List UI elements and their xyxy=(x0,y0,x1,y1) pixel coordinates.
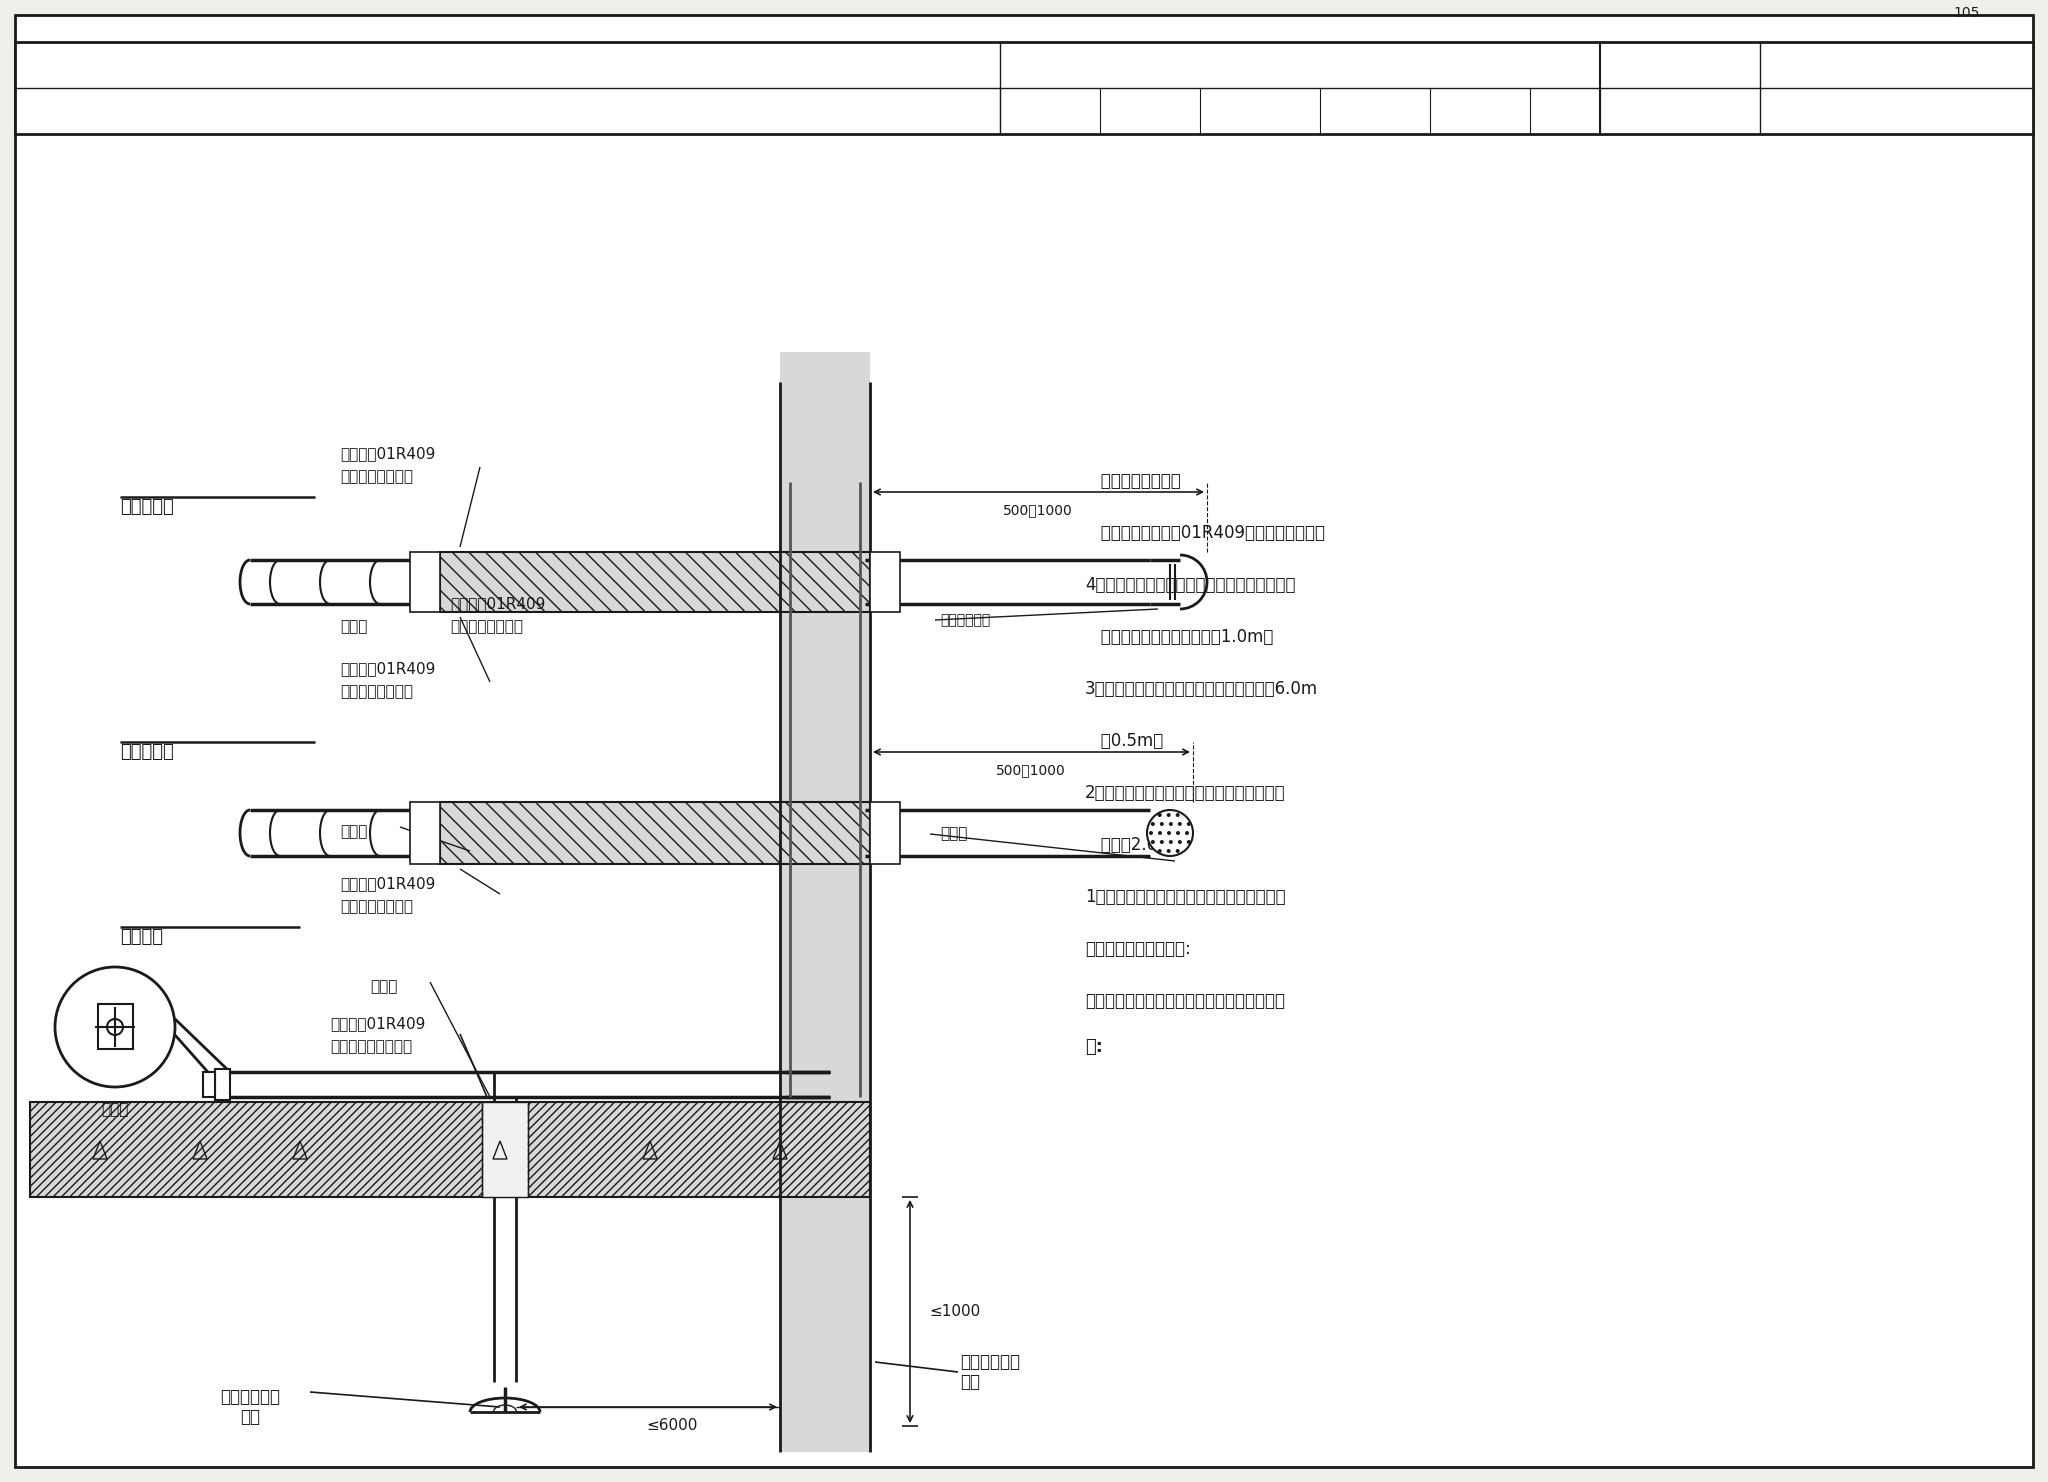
Text: 500～1000: 500～1000 xyxy=(995,763,1065,777)
Bar xyxy=(14,41,2034,133)
Text: 与排气管配套: 与排气管配套 xyxy=(219,1389,281,1406)
Text: 真空泵: 真空泵 xyxy=(100,1103,129,1117)
Text: 3、垂直安装的排气管，排风口高出半径为6.0m: 3、垂直安装的排气管，排风口高出半径为6.0m xyxy=(1085,680,1319,698)
Circle shape xyxy=(1157,814,1161,817)
Circle shape xyxy=(1167,831,1171,834)
Text: 排风口可以采用屋顶排风或侧墙排风，排风口: 排风口可以采用屋顶排风或侧墙排风，排风口 xyxy=(1085,991,1284,1011)
Text: 参见图集01R409: 参见图集01R409 xyxy=(340,661,436,676)
Circle shape xyxy=(55,966,174,1086)
Circle shape xyxy=(1157,831,1161,834)
Text: 图集号: 图集号 xyxy=(1667,93,1692,107)
Text: 的设置应符合下列要求:: 的设置应符合下列要求: xyxy=(1085,940,1190,957)
Text: 排气管: 排气管 xyxy=(340,824,367,839)
Text: 参见图集01R409: 参见图集01R409 xyxy=(330,1017,426,1031)
Text: 柔性穿墙防水做法: 柔性穿墙防水做法 xyxy=(340,900,414,914)
Circle shape xyxy=(1169,840,1174,845)
Text: 排风口的安装: 排风口的安装 xyxy=(815,76,899,99)
Text: 于0.5m。: 于0.5m。 xyxy=(1085,732,1163,750)
Circle shape xyxy=(1178,840,1182,845)
Text: 设计: 设计 xyxy=(1458,105,1473,117)
Circle shape xyxy=(1188,840,1190,845)
Text: ≤1000: ≤1000 xyxy=(930,1304,981,1319)
Circle shape xyxy=(106,1020,123,1034)
Text: 侧墙排风二: 侧墙排风二 xyxy=(121,498,174,516)
Circle shape xyxy=(1151,823,1155,825)
Text: 风帽: 风帽 xyxy=(961,1372,981,1392)
Circle shape xyxy=(1167,814,1171,817)
Circle shape xyxy=(1186,831,1190,834)
Circle shape xyxy=(1149,831,1153,834)
Circle shape xyxy=(1151,840,1155,845)
Text: 03K501-1: 03K501-1 xyxy=(1847,90,1944,110)
Circle shape xyxy=(1157,849,1161,854)
Circle shape xyxy=(1159,840,1163,845)
Text: 2、水平安装的排气管，排风口伸出墙面不少: 2、水平安装的排气管，排风口伸出墙面不少 xyxy=(1085,784,1286,802)
Text: 参见图集01R409: 参见图集01R409 xyxy=(340,876,436,892)
Text: 胡卫卫: 胡卫卫 xyxy=(1135,105,1157,117)
Text: 风帽: 风帽 xyxy=(240,1408,260,1426)
Circle shape xyxy=(1176,814,1180,817)
Text: 戴海洋: 戴海洋 xyxy=(1548,105,1571,117)
Text: 柔性穿屋顶防水做法: 柔性穿屋顶防水做法 xyxy=(330,1039,412,1055)
Text: 105: 105 xyxy=(1954,6,1980,19)
Text: 侧墙排风一: 侧墙排风一 xyxy=(121,742,174,760)
Bar xyxy=(410,802,440,864)
Text: 白小步: 白小步 xyxy=(1358,105,1380,117)
Bar xyxy=(870,802,899,864)
Bar xyxy=(440,551,870,612)
Circle shape xyxy=(1176,831,1180,834)
Text: 4、排气管穿越外墙或屋顶时，加装金属套管。: 4、排气管穿越外墙或屋顶时，加装金属套管。 xyxy=(1085,576,1296,594)
Text: 审核: 审核 xyxy=(1028,105,1042,117)
Text: 500～1000: 500～1000 xyxy=(1004,502,1073,517)
Bar xyxy=(780,353,870,1452)
Text: 与排气管配套: 与排气管配套 xyxy=(961,1353,1020,1371)
Text: 通风末端装置: 通风末端装置 xyxy=(940,614,991,627)
Text: 参见图集01R409: 参见图集01R409 xyxy=(451,596,545,612)
Text: 防护网: 防护网 xyxy=(940,827,967,842)
Bar xyxy=(870,551,899,612)
Text: 金属套管参见图集01R409《管道穿墙、屋面: 金属套管参见图集01R409《管道穿墙、屋面 xyxy=(1085,525,1325,542)
Text: 不低于2.0m。: 不低于2.0m。 xyxy=(1085,836,1184,854)
Text: 校对: 校对 xyxy=(1247,105,1262,117)
Text: 1、设在人员不经常通行的地方，距地面高度: 1、设在人员不经常通行的地方，距地面高度 xyxy=(1085,888,1286,906)
Text: 以内的建筑物最高点不少于1.0m。: 以内的建筑物最高点不少于1.0m。 xyxy=(1085,628,1274,646)
Text: 柔性穿墙防水做法: 柔性穿墙防水做法 xyxy=(340,470,414,485)
Text: ≤6000: ≤6000 xyxy=(647,1417,698,1433)
Text: 柔性穿墙防水做法: 柔性穿墙防水做法 xyxy=(340,685,414,700)
Text: 排气管: 排气管 xyxy=(340,619,367,634)
Circle shape xyxy=(1178,823,1182,825)
Bar xyxy=(98,1003,133,1049)
Text: 4-27: 4-27 xyxy=(1874,65,1919,83)
Circle shape xyxy=(1188,823,1190,825)
Circle shape xyxy=(1176,849,1180,854)
Circle shape xyxy=(1159,823,1163,825)
Bar xyxy=(410,551,440,612)
Text: 屋顶排风: 屋顶排风 xyxy=(121,928,164,946)
Bar xyxy=(481,1103,528,1197)
Text: 柔性穿墙防水做法: 柔性穿墙防水做法 xyxy=(451,619,522,634)
Bar xyxy=(215,1069,229,1100)
Circle shape xyxy=(1147,811,1194,857)
Text: 页: 页 xyxy=(1675,67,1683,82)
Text: 参见图集01R409: 参见图集01R409 xyxy=(340,446,436,461)
Circle shape xyxy=(1169,823,1174,825)
Circle shape xyxy=(1167,849,1171,854)
Bar xyxy=(440,802,870,864)
Text: 注:: 注: xyxy=(1085,1037,1104,1057)
Bar xyxy=(31,1103,870,1197)
Bar xyxy=(203,1071,215,1097)
Text: 防水套管》选用。: 防水套管》选用。 xyxy=(1085,471,1182,491)
Text: 排气管: 排气管 xyxy=(371,980,397,994)
